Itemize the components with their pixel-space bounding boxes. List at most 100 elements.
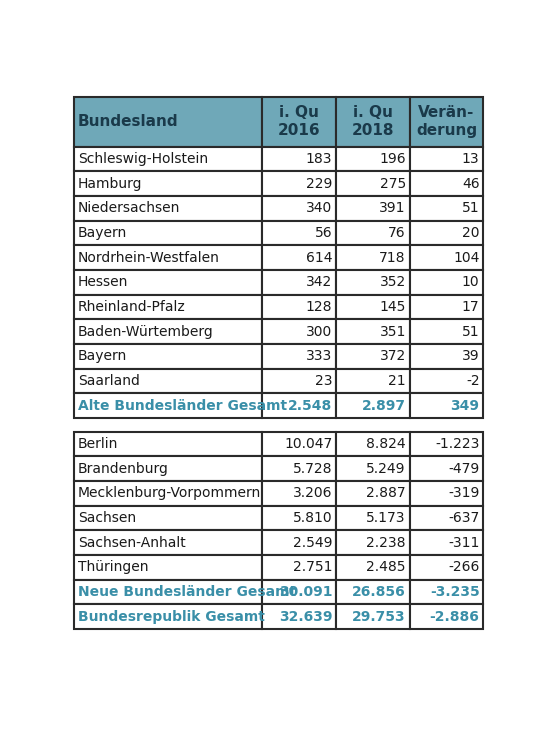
Bar: [262, 220, 336, 245]
Bar: [410, 368, 484, 393]
Text: Thüringen: Thüringen: [78, 560, 149, 575]
Text: 2.548: 2.548: [288, 399, 332, 412]
Bar: [262, 530, 336, 555]
Bar: [74, 456, 262, 481]
Text: 183: 183: [306, 152, 332, 166]
Text: Berlin: Berlin: [78, 437, 119, 451]
Bar: [262, 368, 336, 393]
Text: Alte Bundesländer Gesamt: Alte Bundesländer Gesamt: [78, 399, 287, 412]
Bar: [262, 506, 336, 530]
Bar: [336, 432, 410, 456]
Bar: [410, 294, 484, 319]
Text: 5.810: 5.810: [293, 511, 332, 525]
Bar: [262, 319, 336, 344]
Bar: [336, 97, 410, 146]
Bar: [336, 393, 410, 418]
Bar: [336, 555, 410, 580]
Bar: [410, 555, 484, 580]
Text: 352: 352: [380, 276, 406, 289]
Bar: [336, 368, 410, 393]
Bar: [410, 97, 484, 146]
Text: 342: 342: [306, 276, 332, 289]
Bar: [336, 294, 410, 319]
Bar: [410, 432, 484, 456]
Text: 30.091: 30.091: [279, 585, 332, 599]
Bar: [74, 604, 262, 629]
Text: 23: 23: [315, 374, 332, 388]
Text: Baden-Würtemberg: Baden-Würtemberg: [78, 325, 214, 338]
Bar: [336, 481, 410, 506]
Bar: [262, 294, 336, 319]
Bar: [262, 245, 336, 270]
Bar: [410, 580, 484, 604]
Bar: [410, 506, 484, 530]
Text: 5.173: 5.173: [366, 511, 406, 525]
Bar: [74, 245, 262, 270]
Text: 26.856: 26.856: [352, 585, 406, 599]
Text: 56: 56: [314, 226, 332, 240]
Bar: [74, 294, 262, 319]
Text: 51: 51: [462, 325, 479, 338]
Bar: [410, 319, 484, 344]
Bar: [336, 530, 410, 555]
Text: 3.206: 3.206: [293, 486, 332, 501]
Bar: [336, 146, 410, 171]
Text: Bayern: Bayern: [78, 350, 127, 363]
Text: 614: 614: [306, 251, 332, 265]
Text: 300: 300: [306, 325, 332, 338]
Text: Brandenburg: Brandenburg: [78, 461, 169, 476]
Bar: [74, 97, 262, 146]
Text: 391: 391: [379, 202, 406, 215]
Text: 51: 51: [462, 202, 479, 215]
Bar: [74, 319, 262, 344]
Bar: [410, 196, 484, 220]
Bar: [410, 220, 484, 245]
Text: -3.235: -3.235: [430, 585, 479, 599]
Text: -479: -479: [448, 461, 479, 476]
Text: Sachsen-Anhalt: Sachsen-Anhalt: [78, 535, 186, 550]
Bar: [410, 270, 484, 294]
Bar: [74, 393, 262, 418]
Bar: [336, 171, 410, 196]
Bar: [262, 146, 336, 171]
Text: 10.047: 10.047: [284, 437, 332, 451]
Text: i. Qu
2016: i. Qu 2016: [278, 105, 320, 138]
Bar: [262, 456, 336, 481]
Bar: [74, 196, 262, 220]
Bar: [410, 393, 484, 418]
Bar: [74, 555, 262, 580]
Text: 29.753: 29.753: [353, 609, 406, 624]
Text: 229: 229: [306, 177, 332, 191]
Text: 8.824: 8.824: [366, 437, 406, 451]
Text: 2.549: 2.549: [293, 535, 332, 550]
Bar: [410, 146, 484, 171]
Text: 2.887: 2.887: [366, 486, 406, 501]
Text: Schleswig-Holstein: Schleswig-Holstein: [78, 152, 208, 166]
Bar: [74, 344, 262, 368]
Text: Bundesrepublik Gesamt: Bundesrepublik Gesamt: [78, 609, 265, 624]
Text: 196: 196: [379, 152, 406, 166]
Text: Neue Bundesländer Gesamt: Neue Bundesländer Gesamt: [78, 585, 296, 599]
Bar: [262, 604, 336, 629]
Bar: [336, 245, 410, 270]
Text: Bundesland: Bundesland: [78, 114, 178, 129]
Bar: [336, 604, 410, 629]
Bar: [410, 530, 484, 555]
Text: 10: 10: [462, 276, 479, 289]
Bar: [336, 220, 410, 245]
Text: Nordrhein-Westfalen: Nordrhein-Westfalen: [78, 251, 220, 265]
Text: 718: 718: [379, 251, 406, 265]
Text: 2.238: 2.238: [366, 535, 406, 550]
Bar: [74, 432, 262, 456]
Bar: [262, 580, 336, 604]
Bar: [74, 506, 262, 530]
Text: 145: 145: [380, 300, 406, 314]
Bar: [74, 270, 262, 294]
Text: 128: 128: [306, 300, 332, 314]
Bar: [262, 196, 336, 220]
Text: 17: 17: [462, 300, 479, 314]
Text: -311: -311: [448, 535, 479, 550]
Text: Niedersachsen: Niedersachsen: [78, 202, 181, 215]
Text: 20: 20: [462, 226, 479, 240]
Bar: [262, 344, 336, 368]
